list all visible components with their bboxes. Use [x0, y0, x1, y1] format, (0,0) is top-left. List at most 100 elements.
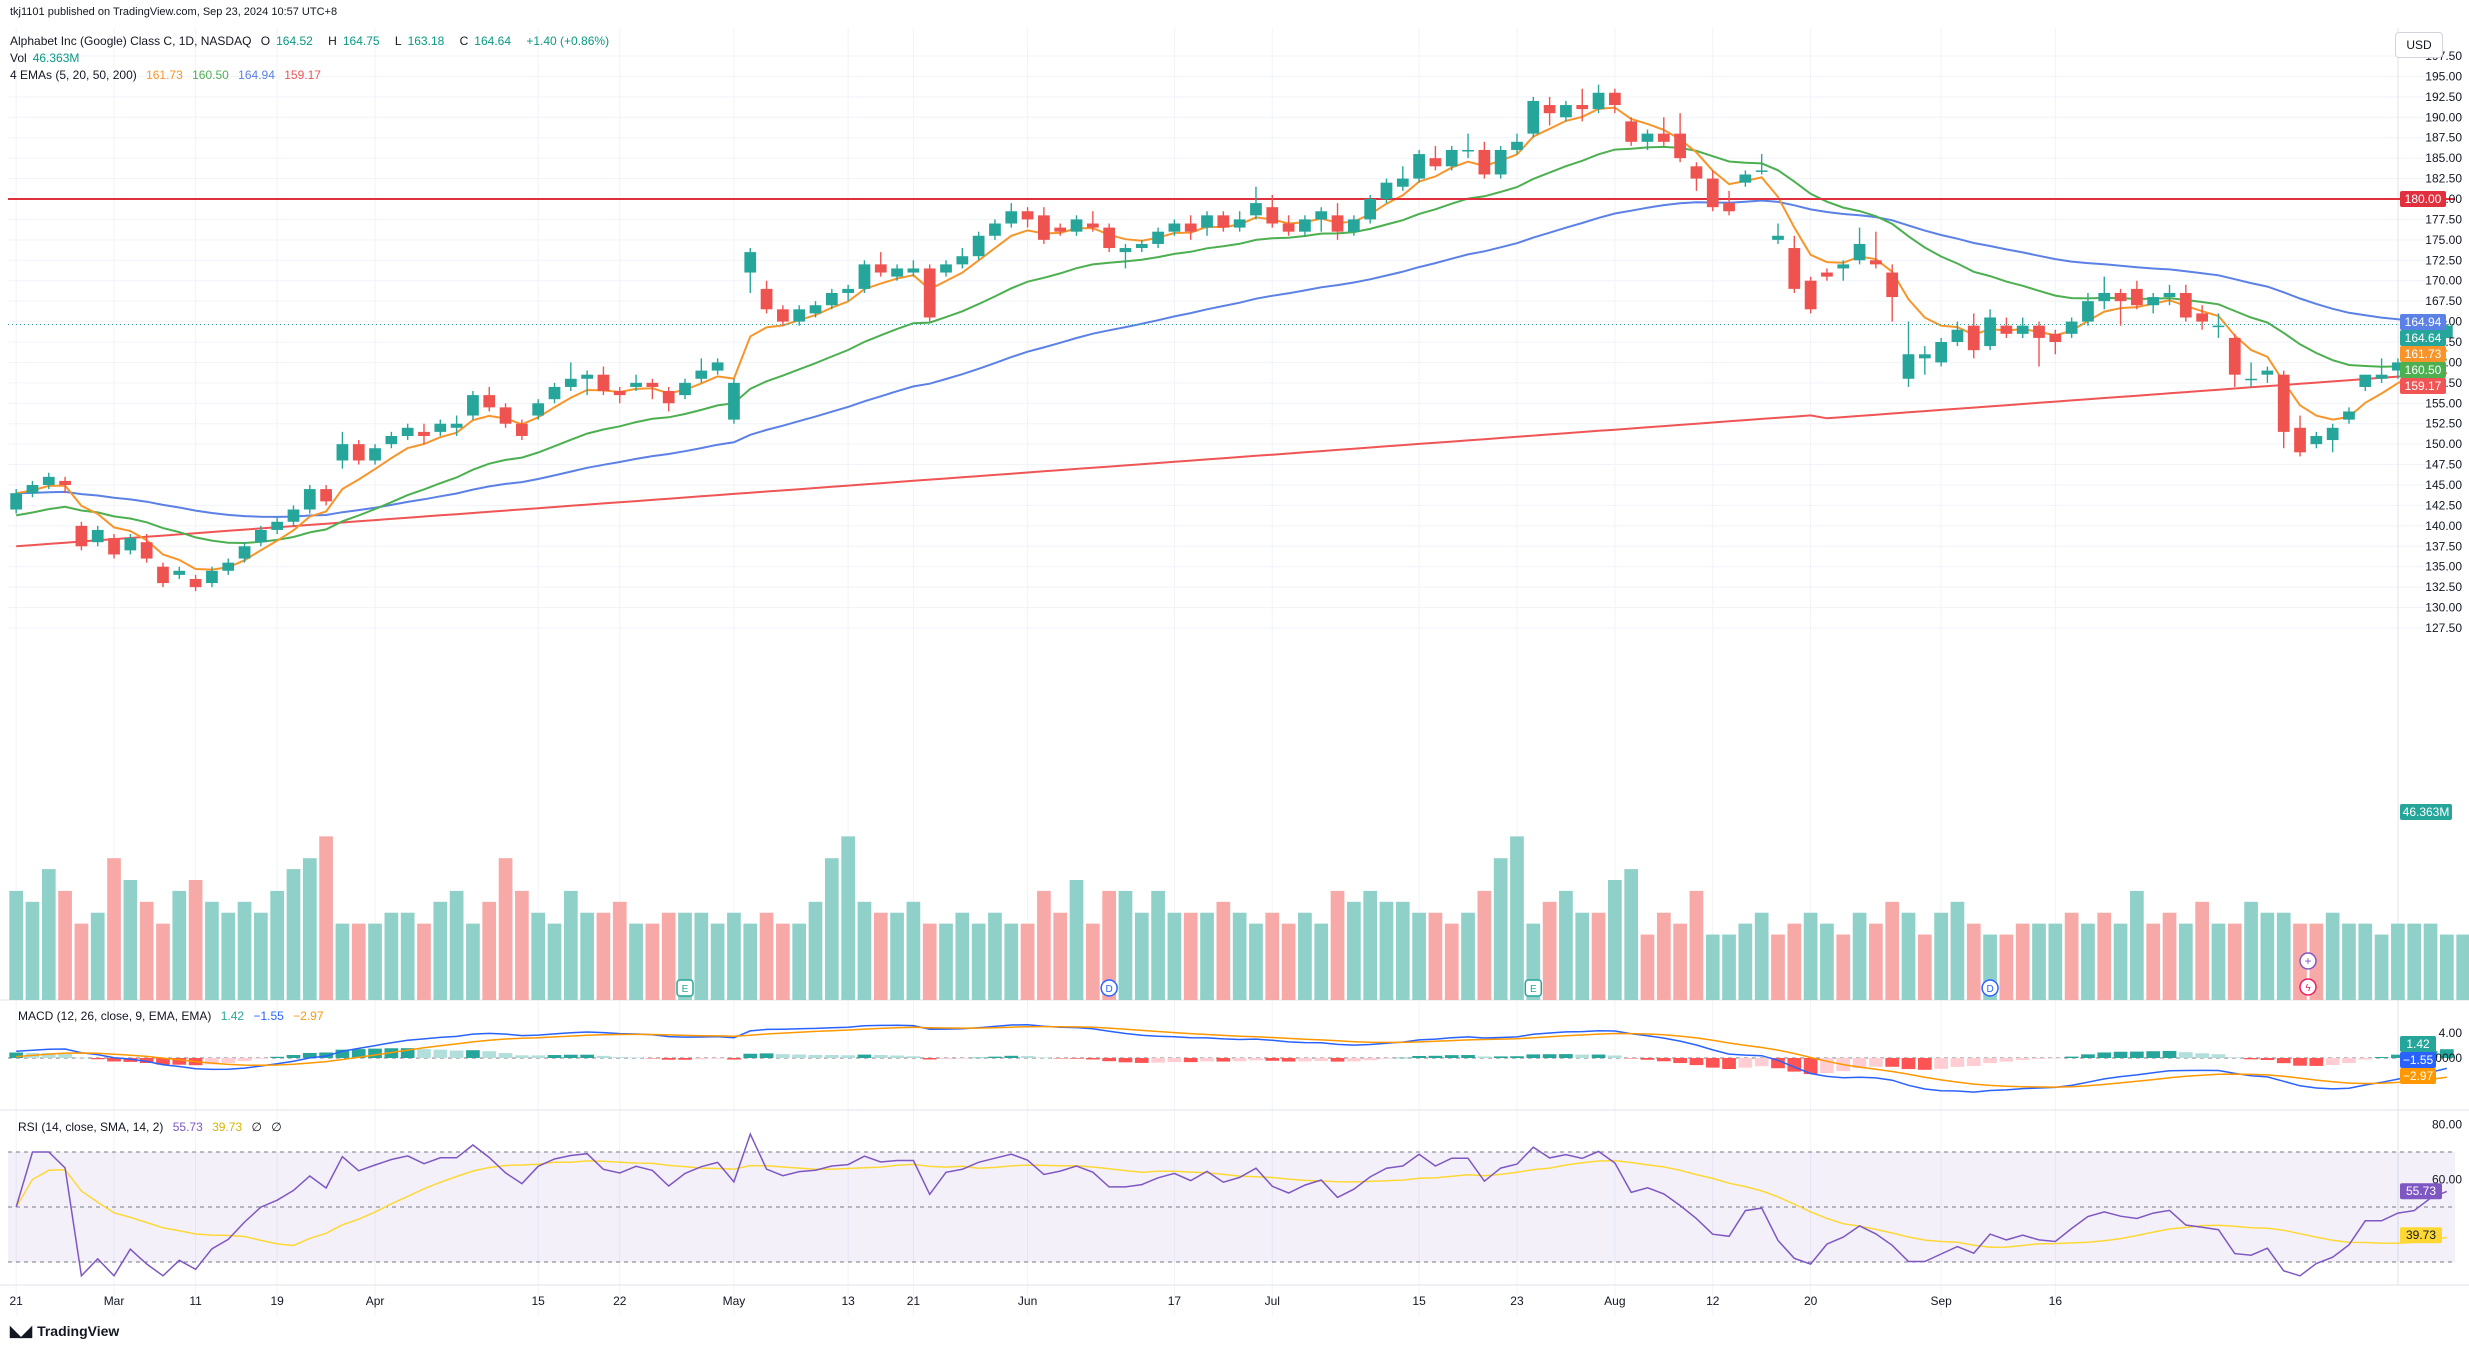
volume-bar [629, 923, 643, 1000]
volume-bar [254, 912, 268, 1000]
macd-histogram-bar [286, 1054, 301, 1058]
candle-body [1168, 223, 1181, 232]
volume-bar [596, 912, 611, 1000]
volume-bar [2342, 923, 2356, 1000]
time-tick-label: 15 [532, 1294, 546, 1308]
volume-bar [1151, 890, 1165, 1000]
candle-body [1462, 149, 1474, 152]
candle-body [1886, 272, 1899, 298]
macd-histogram-bar [2244, 1058, 2258, 1060]
candle-body [1038, 215, 1050, 240]
candle-body [1657, 133, 1670, 142]
volume-bar [1379, 901, 1394, 1000]
macd-histogram-bar [368, 1048, 382, 1058]
volume-bar [531, 912, 546, 1000]
candle-body [1266, 207, 1279, 224]
tradingview-logo-icon: ◣◢ [10, 1323, 32, 1340]
volume-bar [1966, 923, 1981, 1000]
candle-body [793, 309, 806, 322]
volume-bar [319, 836, 333, 1000]
volume-bar [1346, 901, 1361, 1000]
volume-bar [1934, 912, 1948, 1000]
volume-bar [368, 923, 382, 1000]
currency-button[interactable]: USD [2395, 32, 2443, 58]
macd-histogram-bar [9, 1052, 24, 1058]
candle-body [777, 309, 789, 322]
macd-histogram-bar [1559, 1054, 1573, 1058]
macd-histogram-bar [645, 1058, 660, 1059]
candle-body [1299, 219, 1311, 232]
candle-body [972, 235, 985, 257]
macd-histogram-bar [2048, 1058, 2063, 1059]
volume-bar [449, 890, 464, 1000]
macd-histogram-bar [1232, 1058, 1247, 1062]
time-tick-label: 17 [1168, 1294, 1182, 1308]
candle-body [157, 566, 169, 584]
volume-bar [1640, 934, 1655, 1000]
candle-body [303, 489, 316, 510]
volume-bar [2032, 923, 2046, 1000]
candle-body [206, 570, 218, 584]
macd-histogram-bar [563, 1054, 578, 1058]
volume-bar [90, 912, 105, 1000]
macd-histogram-bar [727, 1058, 741, 1060]
price-tick-label: 135.00 [2425, 560, 2462, 574]
volume-bar [1428, 912, 1443, 1000]
candle-body [1152, 231, 1164, 244]
volume-bar [1705, 934, 1720, 1000]
macd-histogram-bar [873, 1055, 888, 1058]
volume-bar [286, 869, 301, 1000]
time-tick-label: 21 [907, 1294, 921, 1308]
volume-badge [2400, 804, 2452, 820]
volume-bar [2195, 901, 2209, 1000]
price-badge-label: 164.64 [2405, 331, 2442, 345]
candle-body [532, 403, 545, 416]
macd-badge-label: −1.55 [2403, 1053, 2434, 1067]
macd-histogram-bar [2113, 1051, 2128, 1058]
candle-body [728, 382, 740, 420]
candle-body [418, 431, 430, 436]
plus-marker-glyph: + [2304, 954, 2311, 968]
candle-body [1086, 223, 1099, 228]
macd-histogram-bar [2195, 1053, 2209, 1058]
candle-body [254, 529, 267, 543]
macd-badge [2400, 1068, 2436, 1084]
volume-bar [1249, 923, 1263, 1000]
candle-body [1070, 219, 1083, 232]
footer-brand[interactable]: ◣◢ TradingView [10, 1323, 120, 1340]
volume-bar [2227, 923, 2242, 1000]
macd-histogram-bar [1167, 1058, 1182, 1063]
price-tick-label: 140.00 [2425, 519, 2462, 533]
macd-signal-line [16, 1025, 2447, 1088]
candle-body [2326, 427, 2339, 441]
candle-body [744, 252, 757, 273]
macd-histogram-bar [1477, 1056, 1492, 1058]
candle-body [1445, 149, 1458, 167]
volume-bar [1656, 912, 1671, 1000]
price-badge-label: 164.94 [2405, 315, 2442, 329]
macd-histogram-bar [1966, 1058, 1981, 1066]
volume-bar [2064, 912, 2079, 1000]
candle-body [597, 374, 610, 392]
volume-bar [1722, 934, 1736, 1000]
volume-bar [1917, 934, 1932, 1000]
candle-body [2065, 321, 2078, 334]
price-tick-label: 145.00 [2425, 478, 2462, 492]
macd-histogram-bar [1363, 1058, 1378, 1061]
candle-body [499, 407, 512, 424]
candle-body [2212, 325, 2225, 328]
volume-legend: Vol 46.363M [10, 51, 80, 65]
candle-body [1984, 317, 1996, 347]
macd-histogram-bar [466, 1050, 480, 1058]
candle-body [1870, 260, 1882, 265]
macd-histogram-bar [2130, 1051, 2144, 1058]
time-tick-label: 12 [1706, 1294, 1720, 1308]
volume-bar [645, 923, 660, 1000]
macd-histogram-bar [1803, 1058, 1818, 1075]
macd-histogram-bar [2293, 1058, 2307, 1066]
volume-bar [1771, 934, 1785, 1000]
candle-body [42, 476, 55, 485]
macd-histogram-bar [629, 1057, 643, 1059]
ema20-value: 160.50 [192, 68, 229, 82]
